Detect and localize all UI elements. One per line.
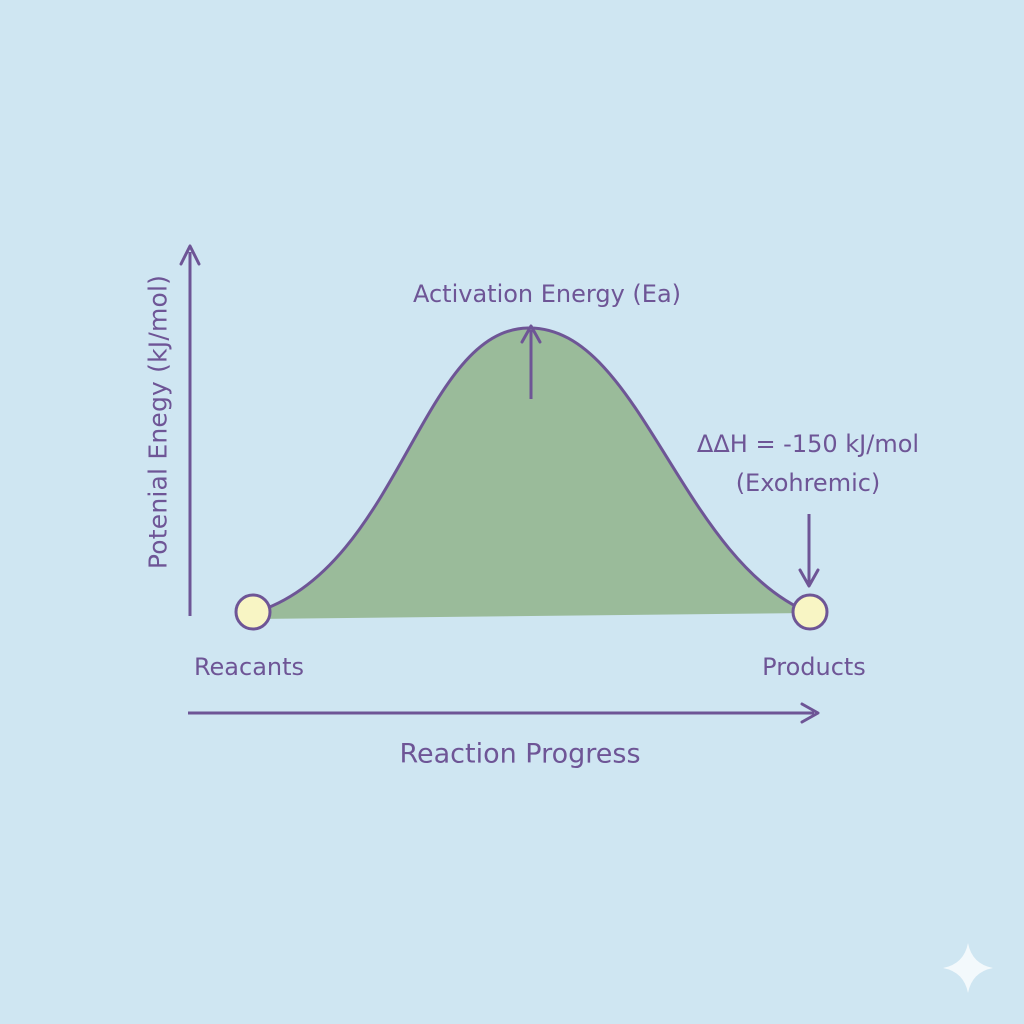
sparkle-icon [943,943,993,993]
delta-h-label: ΔΔH = -150 kJ/mol [696,430,920,458]
activation-energy-arrowhead [520,324,542,344]
y-axis-arrowhead [179,244,201,266]
x-axis-arrowhead [800,702,820,724]
reactants-label: Reacants [193,653,305,681]
products-label: Products [762,653,866,681]
exothermic-label: (Exohremic) [735,469,881,497]
energy-hump-fill [253,327,810,619]
enthalpy-arrowhead [798,568,820,588]
products-marker [791,593,829,631]
reactants-marker [234,593,272,631]
energy-curve [252,326,811,615]
activation-energy-label: Activation Energy (Ea) [412,280,682,308]
x-axis-title: Reaction Progress [399,738,641,770]
y-axis-title: Potenial Enegy (kJ/mol) [143,274,173,570]
